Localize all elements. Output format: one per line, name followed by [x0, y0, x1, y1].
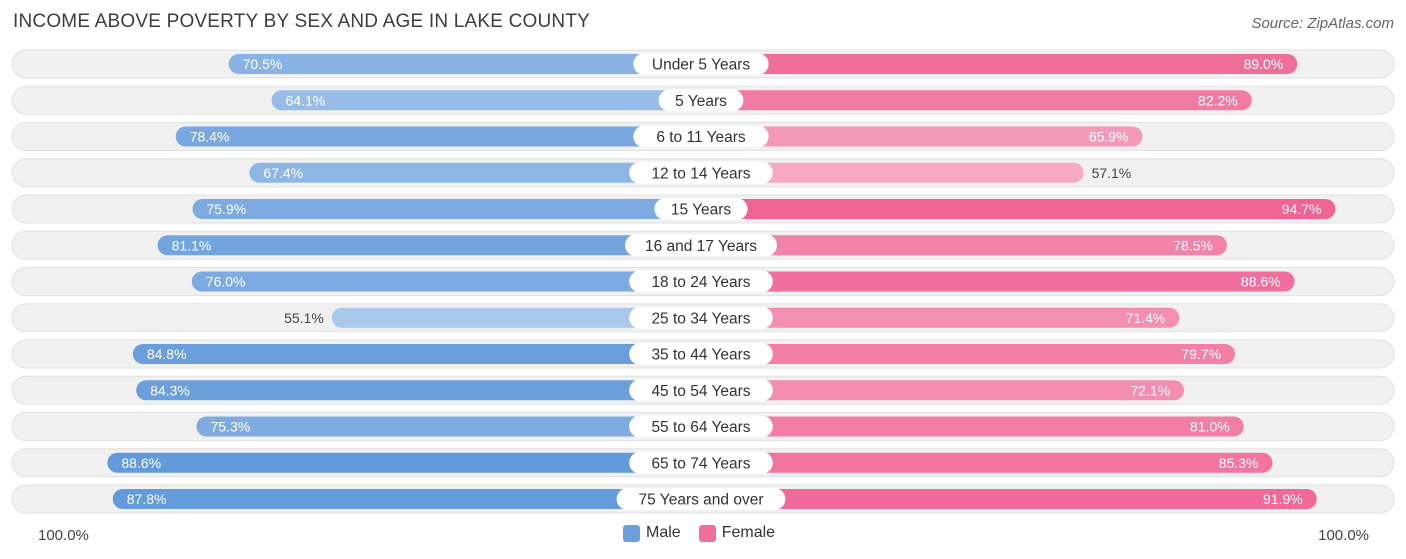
label-female-value: 71.4% — [1126, 310, 1166, 326]
label-male-value: 67.4% — [263, 165, 303, 181]
bar-female — [701, 235, 1227, 256]
chart-title: INCOME ABOVE POVERTY BY SEX AND AGE IN L… — [13, 11, 591, 32]
category-pill — [629, 161, 773, 184]
label-female-value: 91.9% — [1263, 491, 1303, 507]
bar-female — [701, 271, 1295, 292]
category-label: 35 to 44 Years — [651, 347, 750, 364]
legend-item-female: Female — [698, 524, 776, 542]
category-pill — [616, 488, 786, 510]
bar-male — [112, 489, 702, 509]
bar-male — [157, 235, 701, 256]
category-label: 15 Years — [671, 202, 732, 219]
label-male-value: 70.5% — [243, 56, 283, 72]
label-female-value: 82.2% — [1198, 92, 1238, 108]
category-label: 45 to 54 Years — [651, 383, 750, 400]
label-male-value: 64.1% — [286, 92, 326, 108]
label-male-value: 78.4% — [190, 129, 230, 145]
category-label: 16 and 17 Years — [645, 238, 757, 255]
category-pill — [629, 270, 773, 293]
bar-male — [107, 452, 701, 473]
category-pill — [658, 89, 744, 112]
category-label: 65 to 74 Years — [651, 455, 750, 472]
category-pill — [629, 306, 773, 329]
bar-male — [136, 380, 701, 401]
legend: Male Female — [623, 524, 785, 542]
label-male-value: 76.0% — [206, 274, 246, 290]
category-label: 55 to 64 Years — [651, 419, 750, 436]
source-note: Source: ZipAtlas.com — [1251, 15, 1394, 32]
bar-male — [191, 271, 702, 292]
label-male-value: 84.3% — [150, 382, 190, 398]
category-pill — [629, 379, 773, 402]
label-female-value: 81.0% — [1190, 419, 1230, 435]
label-female-value: 88.6% — [1241, 274, 1281, 290]
category-label: 5 Years — [675, 93, 727, 110]
label-male-value: 87.8% — [127, 491, 167, 507]
bar-female — [701, 54, 1298, 74]
bar-male — [196, 416, 702, 437]
label-male-value: 75.9% — [206, 201, 246, 217]
category-label: 18 to 24 Years — [651, 274, 750, 291]
legend-swatch-male — [623, 524, 640, 542]
category-label: 75 Years and over — [639, 492, 764, 509]
label-male-value: 84.8% — [147, 346, 187, 362]
label-male-value: 81.1% — [172, 237, 212, 253]
axis-left-label: 100.0% — [38, 527, 89, 544]
category-pill — [629, 451, 773, 474]
label-female-value: 89.0% — [1244, 56, 1284, 72]
category-pill — [629, 343, 773, 365]
category-pill — [625, 234, 777, 257]
bar-female — [701, 90, 1252, 111]
label-female-value: 94.7% — [1282, 201, 1322, 217]
label-male-value: 55.1% — [284, 310, 324, 326]
bar-male — [175, 126, 702, 147]
bar-male — [271, 90, 701, 111]
label-male-value: 75.3% — [210, 419, 250, 435]
category-label: 12 to 14 Years — [651, 165, 750, 182]
bar-male — [249, 162, 702, 183]
category-label: Under 5 Years — [652, 57, 750, 74]
bar-male — [331, 307, 701, 328]
label-female-value: 78.5% — [1173, 237, 1213, 253]
legend-item-male: Male — [623, 524, 681, 542]
bar-female — [701, 380, 1185, 401]
bar-female — [701, 199, 1336, 219]
bar-female — [701, 162, 1084, 183]
bar-female — [701, 489, 1317, 509]
category-label: 25 to 34 Years — [651, 310, 750, 327]
legend-label-male: Male — [646, 524, 681, 541]
legend-label-female: Female — [721, 524, 776, 541]
category-pill — [633, 53, 769, 75]
bar-female — [701, 344, 1235, 364]
label-male-value: 88.6% — [121, 455, 161, 471]
bar-male — [192, 199, 701, 219]
category-label: 6 to 11 Years — [656, 129, 746, 146]
bar-male — [132, 344, 702, 364]
category-pill — [633, 125, 769, 148]
label-female-value: 65.9% — [1089, 129, 1129, 145]
label-female-value: 79.7% — [1181, 346, 1221, 362]
axis-right-label: 100.0% — [1318, 527, 1369, 544]
bar-male — [228, 54, 701, 74]
label-female-value: 57.1% — [1092, 165, 1132, 181]
legend-swatch-female — [698, 524, 716, 542]
label-female-value: 85.3% — [1219, 455, 1259, 471]
bar-female — [701, 452, 1273, 473]
bar-female — [701, 416, 1244, 437]
label-female-value: 72.1% — [1130, 382, 1170, 398]
bar-female — [701, 126, 1143, 147]
category-pill — [654, 198, 748, 220]
category-pill — [629, 415, 773, 438]
bar-female — [701, 307, 1180, 328]
